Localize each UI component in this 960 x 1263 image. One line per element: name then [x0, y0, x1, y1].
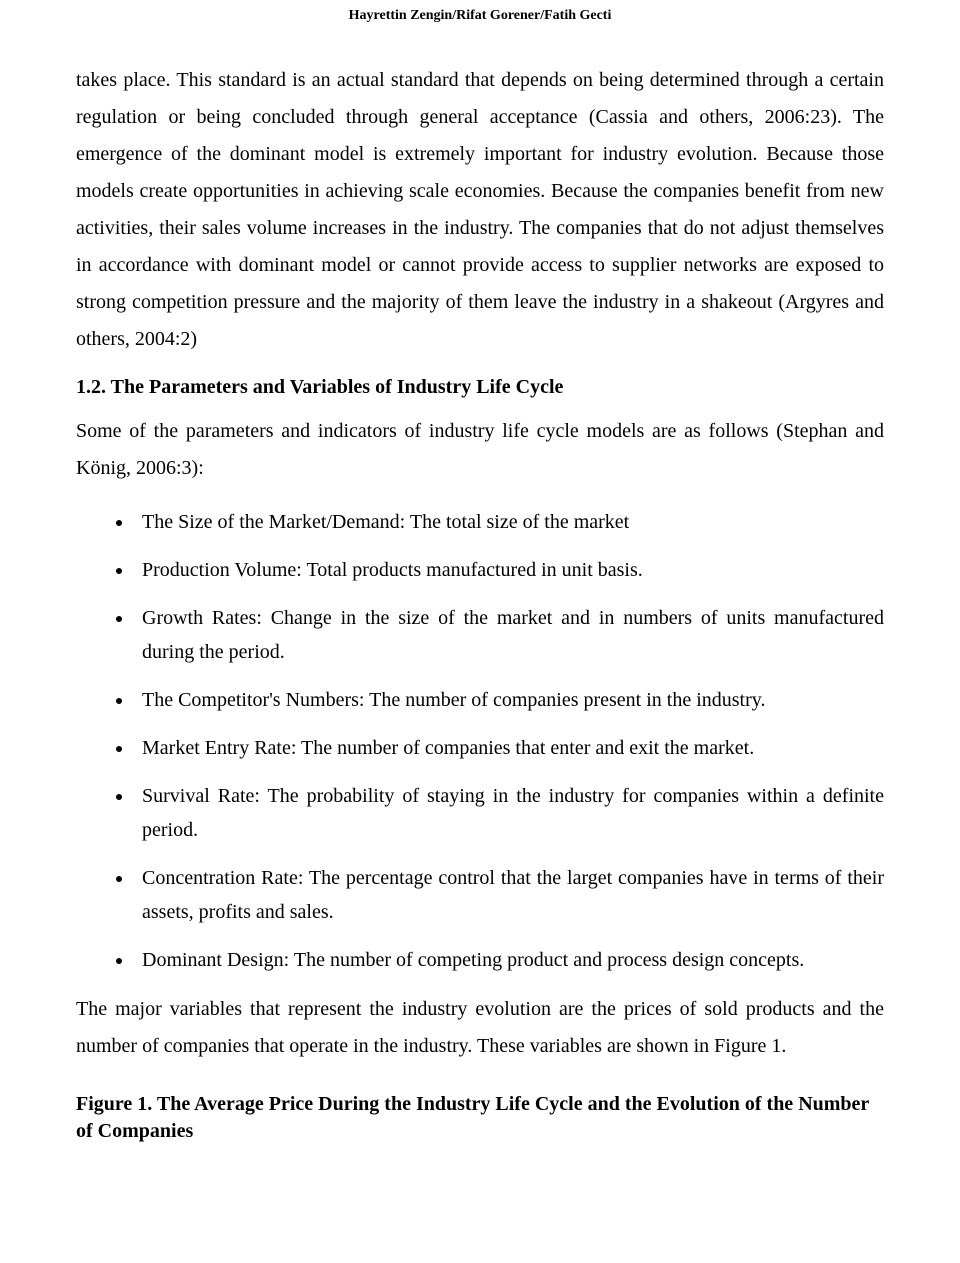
body-paragraph: takes place. This standard is an actual … [76, 62, 884, 358]
figure-heading: Figure 1. The Average Price During the I… [76, 1091, 884, 1145]
list-item: The Competitor's Numbers: The number of … [134, 683, 884, 717]
bullet-list: The Size of the Market/Demand: The total… [76, 505, 884, 977]
list-item: Production Volume: Total products manufa… [134, 553, 884, 587]
running-header: Hayrettin Zengin/Rifat Gorener/Fatih Gec… [76, 8, 884, 24]
list-item: Growth Rates: Change in the size of the … [134, 601, 884, 669]
list-item: The Size of the Market/Demand: The total… [134, 505, 884, 539]
document-page: Hayrettin Zengin/Rifat Gorener/Fatih Gec… [0, 0, 960, 1185]
list-item: Concentration Rate: The percentage contr… [134, 861, 884, 929]
list-item: Dominant Design: The number of competing… [134, 943, 884, 977]
body-paragraph: Some of the parameters and indicators of… [76, 413, 884, 487]
list-item: Market Entry Rate: The number of compani… [134, 731, 884, 765]
section-heading: 1.2. The Parameters and Variables of Ind… [76, 376, 884, 399]
list-item: Survival Rate: The probability of stayin… [134, 779, 884, 847]
body-paragraph: The major variables that represent the i… [76, 991, 884, 1065]
